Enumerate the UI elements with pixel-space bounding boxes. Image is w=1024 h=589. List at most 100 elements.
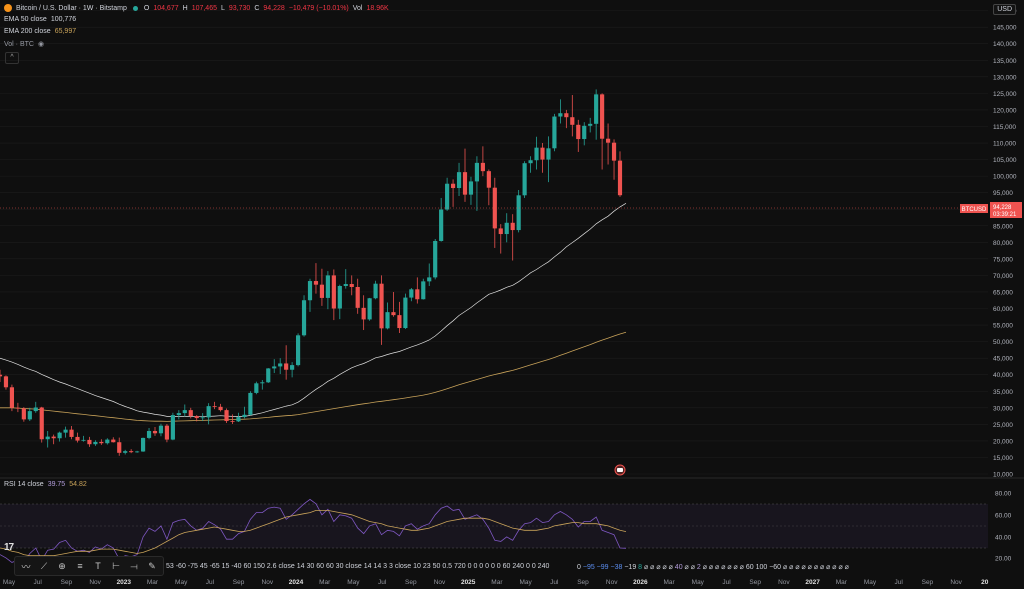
pencil-icon[interactable]: ✎: [148, 560, 156, 571]
candle[interactable]: [236, 412, 241, 423]
candle[interactable]: [301, 295, 307, 337]
candle[interactable]: [391, 291, 396, 317]
candle[interactable]: [450, 179, 456, 207]
candle[interactable]: [284, 345, 289, 380]
candle[interactable]: [337, 284, 342, 320]
candle[interactable]: [170, 412, 175, 441]
candle[interactable]: [33, 401, 38, 413]
candle[interactable]: [218, 403, 223, 412]
collapse-legend-button[interactable]: ^: [5, 52, 19, 64]
candle[interactable]: [355, 278, 360, 314]
candle[interactable]: [135, 450, 140, 453]
candle[interactable]: [415, 277, 420, 304]
candle[interactable]: [206, 403, 211, 425]
candle[interactable]: [319, 268, 325, 306]
candle[interactable]: [63, 426, 68, 438]
candle[interactable]: [492, 177, 497, 248]
candle[interactable]: [349, 275, 354, 296]
candle[interactable]: [456, 162, 462, 196]
candle[interactable]: [117, 437, 122, 456]
candle[interactable]: [445, 177, 450, 211]
candle[interactable]: [224, 408, 229, 424]
text-icon[interactable]: T: [95, 561, 101, 571]
fib-icon[interactable]: ≡: [77, 561, 83, 571]
candle[interactable]: [367, 297, 372, 321]
candle[interactable]: [21, 407, 26, 422]
brush-icon[interactable]: ⟋: [40, 560, 48, 571]
drawing-toolbar[interactable]: 〰 ⟋ ⊕ ≡ T ⊢ ⟞ ✎: [14, 556, 164, 576]
symbol-title[interactable]: Bitcoin / U.S. Dollar · 1W · Bitstamp: [16, 4, 127, 12]
news-marker-icon[interactable]: [614, 464, 626, 476]
candle[interactable]: [582, 122, 587, 146]
candle[interactable]: [331, 269, 336, 321]
candle[interactable]: [468, 176, 474, 205]
eye-icon[interactable]: ◉: [37, 41, 45, 48]
candle[interactable]: [361, 295, 366, 331]
candle[interactable]: [474, 156, 480, 211]
candle[interactable]: [87, 436, 92, 447]
candle[interactable]: [212, 401, 217, 410]
candle[interactable]: [111, 437, 116, 443]
candle[interactable]: [45, 430, 50, 448]
candle[interactable]: [164, 424, 170, 443]
candle[interactable]: [188, 407, 193, 419]
candle[interactable]: [564, 109, 569, 129]
candle[interactable]: [528, 156, 533, 173]
candle[interactable]: [498, 224, 503, 254]
candle[interactable]: [9, 384, 15, 412]
candle[interactable]: [182, 404, 187, 417]
candle[interactable]: [254, 381, 259, 395]
candle[interactable]: [439, 197, 444, 242]
candle[interactable]: [540, 143, 545, 173]
candle[interactable]: [15, 402, 20, 413]
candle[interactable]: [397, 301, 402, 333]
candle[interactable]: [99, 439, 104, 445]
candle[interactable]: [140, 437, 146, 452]
ema200-legend[interactable]: EMA 200 close 65,997: [4, 28, 76, 35]
candlestick-series[interactable]: [0, 89, 623, 456]
candle[interactable]: [123, 449, 128, 455]
candle[interactable]: [158, 423, 164, 437]
crosshair-icon[interactable]: ⊕: [58, 560, 66, 571]
candle[interactable]: [146, 427, 152, 440]
candle[interactable]: [617, 151, 623, 197]
candle[interactable]: [105, 438, 110, 445]
candle[interactable]: [462, 148, 468, 202]
candle[interactable]: [75, 432, 80, 443]
candle[interactable]: [313, 263, 319, 294]
candle[interactable]: [480, 146, 485, 177]
candle[interactable]: [248, 391, 253, 416]
candle[interactable]: [343, 269, 348, 289]
candle[interactable]: [200, 413, 205, 422]
candle[interactable]: [176, 410, 181, 420]
candle[interactable]: [421, 278, 426, 300]
candle[interactable]: [129, 449, 134, 454]
candle[interactable]: [325, 271, 330, 310]
rsi-legend[interactable]: RSI 14 close 39.75 54.82: [4, 481, 87, 488]
candle[interactable]: [588, 117, 593, 133]
candle[interactable]: [516, 190, 521, 233]
candle[interactable]: [552, 113, 557, 152]
candle[interactable]: [427, 263, 432, 286]
candle[interactable]: [242, 406, 247, 419]
candle[interactable]: [600, 93, 605, 170]
tradingview-logo-icon[interactable]: 17: [4, 542, 14, 553]
candle[interactable]: [385, 302, 390, 330]
time-axis[interactable]: May Jul Sep Nov 2023 Mar May Jul Sep Nov 2024 Mar Ma…: [3, 579, 989, 586]
candle[interactable]: [594, 89, 599, 140]
candle[interactable]: [194, 415, 199, 422]
candle[interactable]: [295, 333, 301, 367]
candle[interactable]: [433, 239, 438, 280]
candle[interactable]: [81, 435, 86, 442]
candle[interactable]: [57, 431, 62, 442]
candle[interactable]: [373, 280, 378, 300]
candle[interactable]: [93, 440, 98, 446]
candle[interactable]: [486, 169, 491, 206]
candle[interactable]: [403, 293, 408, 330]
candle[interactable]: [558, 99, 563, 124]
candle[interactable]: [152, 427, 158, 436]
trend-icon[interactable]: 〰: [21, 561, 31, 572]
measure-icon[interactable]: ⊢: [112, 560, 120, 571]
candle[interactable]: [379, 275, 384, 345]
